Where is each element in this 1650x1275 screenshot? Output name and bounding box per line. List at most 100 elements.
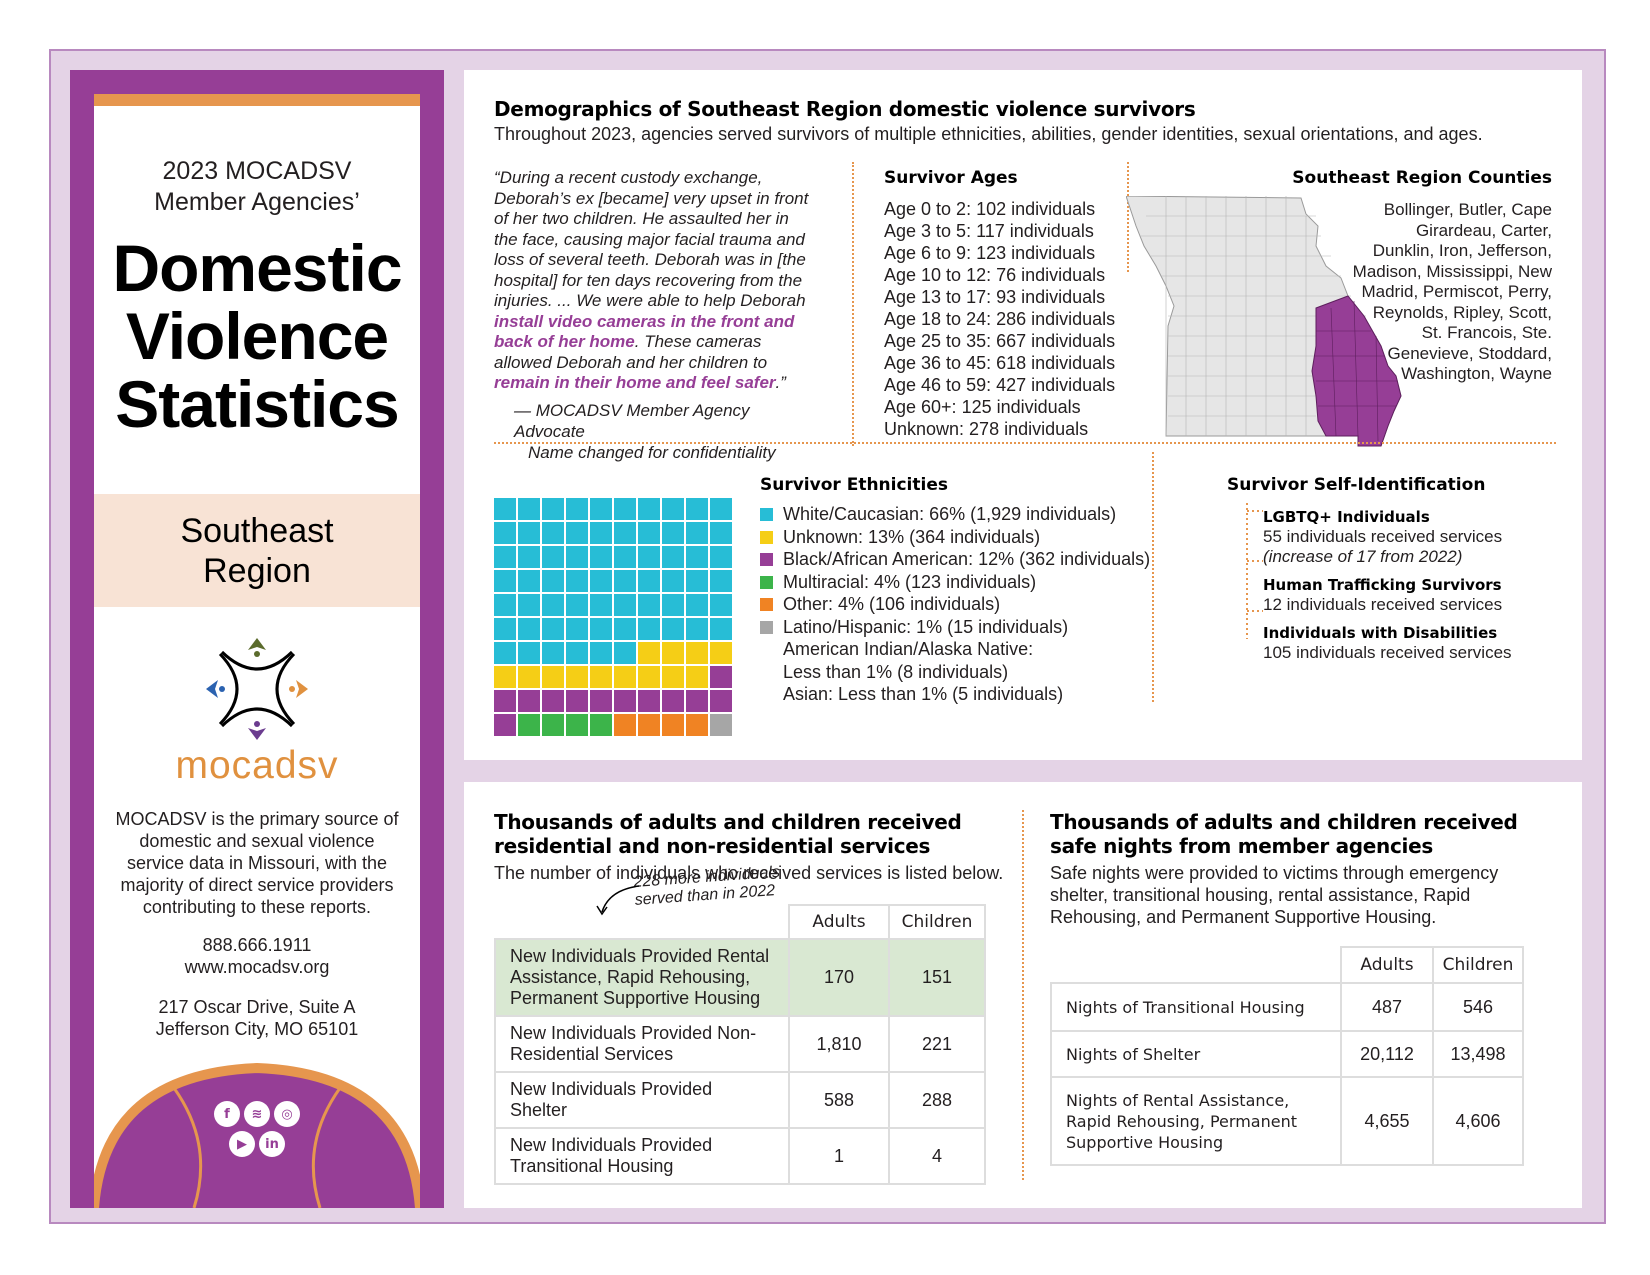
divider <box>1152 452 1154 702</box>
decorative-arch <box>94 1062 420 1208</box>
adults-value: 4,655 <box>1340 1076 1434 1166</box>
waffle-square <box>638 498 660 520</box>
adults-value: 588 <box>788 1071 890 1129</box>
waffle-square <box>710 570 732 592</box>
survivor-self-identification: Survivor Self-Identification LGBTQ+ Indi… <box>1227 475 1547 663</box>
waffle-square <box>710 666 732 688</box>
column-header-children: Children <box>888 904 986 940</box>
legend-swatch <box>760 575 773 589</box>
age-item: Age 18 to 24: 286 individuals <box>884 309 1116 329</box>
ethnicity-item: Black/African American: 12% (362 individ… <box>760 548 1150 571</box>
waffle-square <box>566 690 588 712</box>
waffle-square <box>542 618 564 640</box>
children-value: 288 <box>888 1071 986 1129</box>
table-row: New Individuals Provided Rental Assistan… <box>494 938 986 1017</box>
waffle-square <box>518 570 540 592</box>
waffle-square <box>494 690 516 712</box>
youtube-icon[interactable]: ▶ <box>229 1131 255 1157</box>
age-item: Age 10 to 12: 76 individuals <box>884 265 1106 285</box>
children-value: 221 <box>888 1015 986 1073</box>
table-row: Nights of Rental Assistance, Rapid Rehou… <box>1050 1076 1524 1166</box>
row-label: Nights of Transitional Housing <box>1050 982 1342 1032</box>
instagram-icon[interactable]: ◎ <box>274 1101 300 1127</box>
waffle-square <box>494 546 516 568</box>
ethnicity-item: American Indian/Alaska Native: Less than… <box>760 638 1150 683</box>
facebook-icon[interactable]: f <box>214 1101 240 1127</box>
waffle-square <box>590 594 612 616</box>
legend-swatch <box>760 620 773 634</box>
waffle-square <box>662 618 684 640</box>
waffle-square <box>662 498 684 520</box>
waffle-square <box>566 642 588 664</box>
waffle-square <box>638 690 660 712</box>
age-item: Age 3 to 5: 117 individuals <box>884 221 1094 241</box>
age-item: Age 6 to 9: 123 individuals <box>884 243 1096 263</box>
accent-bar <box>94 94 420 106</box>
waffle-square <box>494 714 516 736</box>
waffle-square <box>614 570 636 592</box>
waffle-square <box>686 594 708 616</box>
waffle-square <box>614 546 636 568</box>
survivor-quote: “During a recent custody exchange, Debor… <box>494 168 814 394</box>
waffle-square <box>494 570 516 592</box>
waffle-square <box>614 642 636 664</box>
waffle-square <box>542 522 564 544</box>
waffle-square <box>638 522 660 544</box>
waffle-square <box>542 498 564 520</box>
children-value: 13,498 <box>1432 1030 1524 1078</box>
adults-value: 487 <box>1340 982 1434 1032</box>
waffle-square <box>518 642 540 664</box>
waffle-square <box>518 618 540 640</box>
waffle-square <box>566 666 588 688</box>
waffle-square <box>518 546 540 568</box>
waffle-square <box>566 498 588 520</box>
services-header: Thousands of adults and children receive… <box>494 810 1014 884</box>
ethnicity-label: Other: 4% (106 individuals) <box>783 594 1001 614</box>
children-value: 4 <box>888 1127 986 1185</box>
waffle-square <box>710 546 732 568</box>
nights-title: safe nights from member agencies <box>1050 834 1433 858</box>
waffle-square <box>590 546 612 568</box>
counties-list: Bollinger, Butler, Cape Girardeau, Carte… <box>1352 200 1552 383</box>
nights-title: Thousands of adults and children receive… <box>1050 810 1518 834</box>
children-value: 151 <box>888 938 986 1017</box>
age-item: Unknown: 278 individuals <box>884 419 1089 439</box>
waffle-square <box>686 546 708 568</box>
waffle-square <box>590 690 612 712</box>
address-line: Jefferson City, MO 65101 <box>155 1019 359 1039</box>
waffle-square <box>686 666 708 688</box>
table-row: New Individuals Provided Transitional Ho… <box>494 1127 986 1185</box>
waffle-square <box>590 498 612 520</box>
phone-number[interactable]: 888.666.1911 <box>202 935 312 955</box>
waffle-square <box>542 666 564 688</box>
age-item: Age 0 to 2: 102 individuals <box>884 199 1096 219</box>
linkedin-icon[interactable]: in <box>259 1131 285 1157</box>
spotify-icon[interactable]: ≋ <box>244 1101 270 1127</box>
quote-highlight: install video cameras in the front and b… <box>494 311 795 352</box>
services-panel: Thousands of adults and children receive… <box>464 782 1582 1208</box>
mocadsv-logo-icon <box>206 638 308 740</box>
attribution-line: — MOCADSV Member Agency Advocate <box>514 401 750 441</box>
waffle-square <box>662 570 684 592</box>
waffle-square <box>638 618 660 640</box>
waffle-square <box>614 522 636 544</box>
divider <box>852 162 854 446</box>
waffle-square <box>518 714 540 736</box>
waffle-square <box>686 618 708 640</box>
services-title: residential and non-residential services <box>494 834 931 858</box>
counties-title: Southeast Region Counties <box>1292 168 1552 188</box>
waffle-square <box>638 642 660 664</box>
waffle-square <box>590 714 612 736</box>
legend-swatch <box>760 530 773 544</box>
legend-swatch <box>760 598 773 611</box>
website-link[interactable]: www.mocadsv.org <box>184 957 330 977</box>
adults-value: 170 <box>788 938 890 1017</box>
selfid-item: LGBTQ+ Individuals 55 individuals receive… <box>1227 507 1547 567</box>
waffle-square <box>518 498 540 520</box>
adults-value: 1 <box>788 1127 890 1185</box>
legend-swatch <box>760 508 773 521</box>
waffle-square <box>662 690 684 712</box>
waffle-square <box>494 498 516 520</box>
sidebar: 2023 MOCADSV Member Agencies’ Domestic V… <box>70 70 444 1208</box>
waffle-square <box>518 690 540 712</box>
